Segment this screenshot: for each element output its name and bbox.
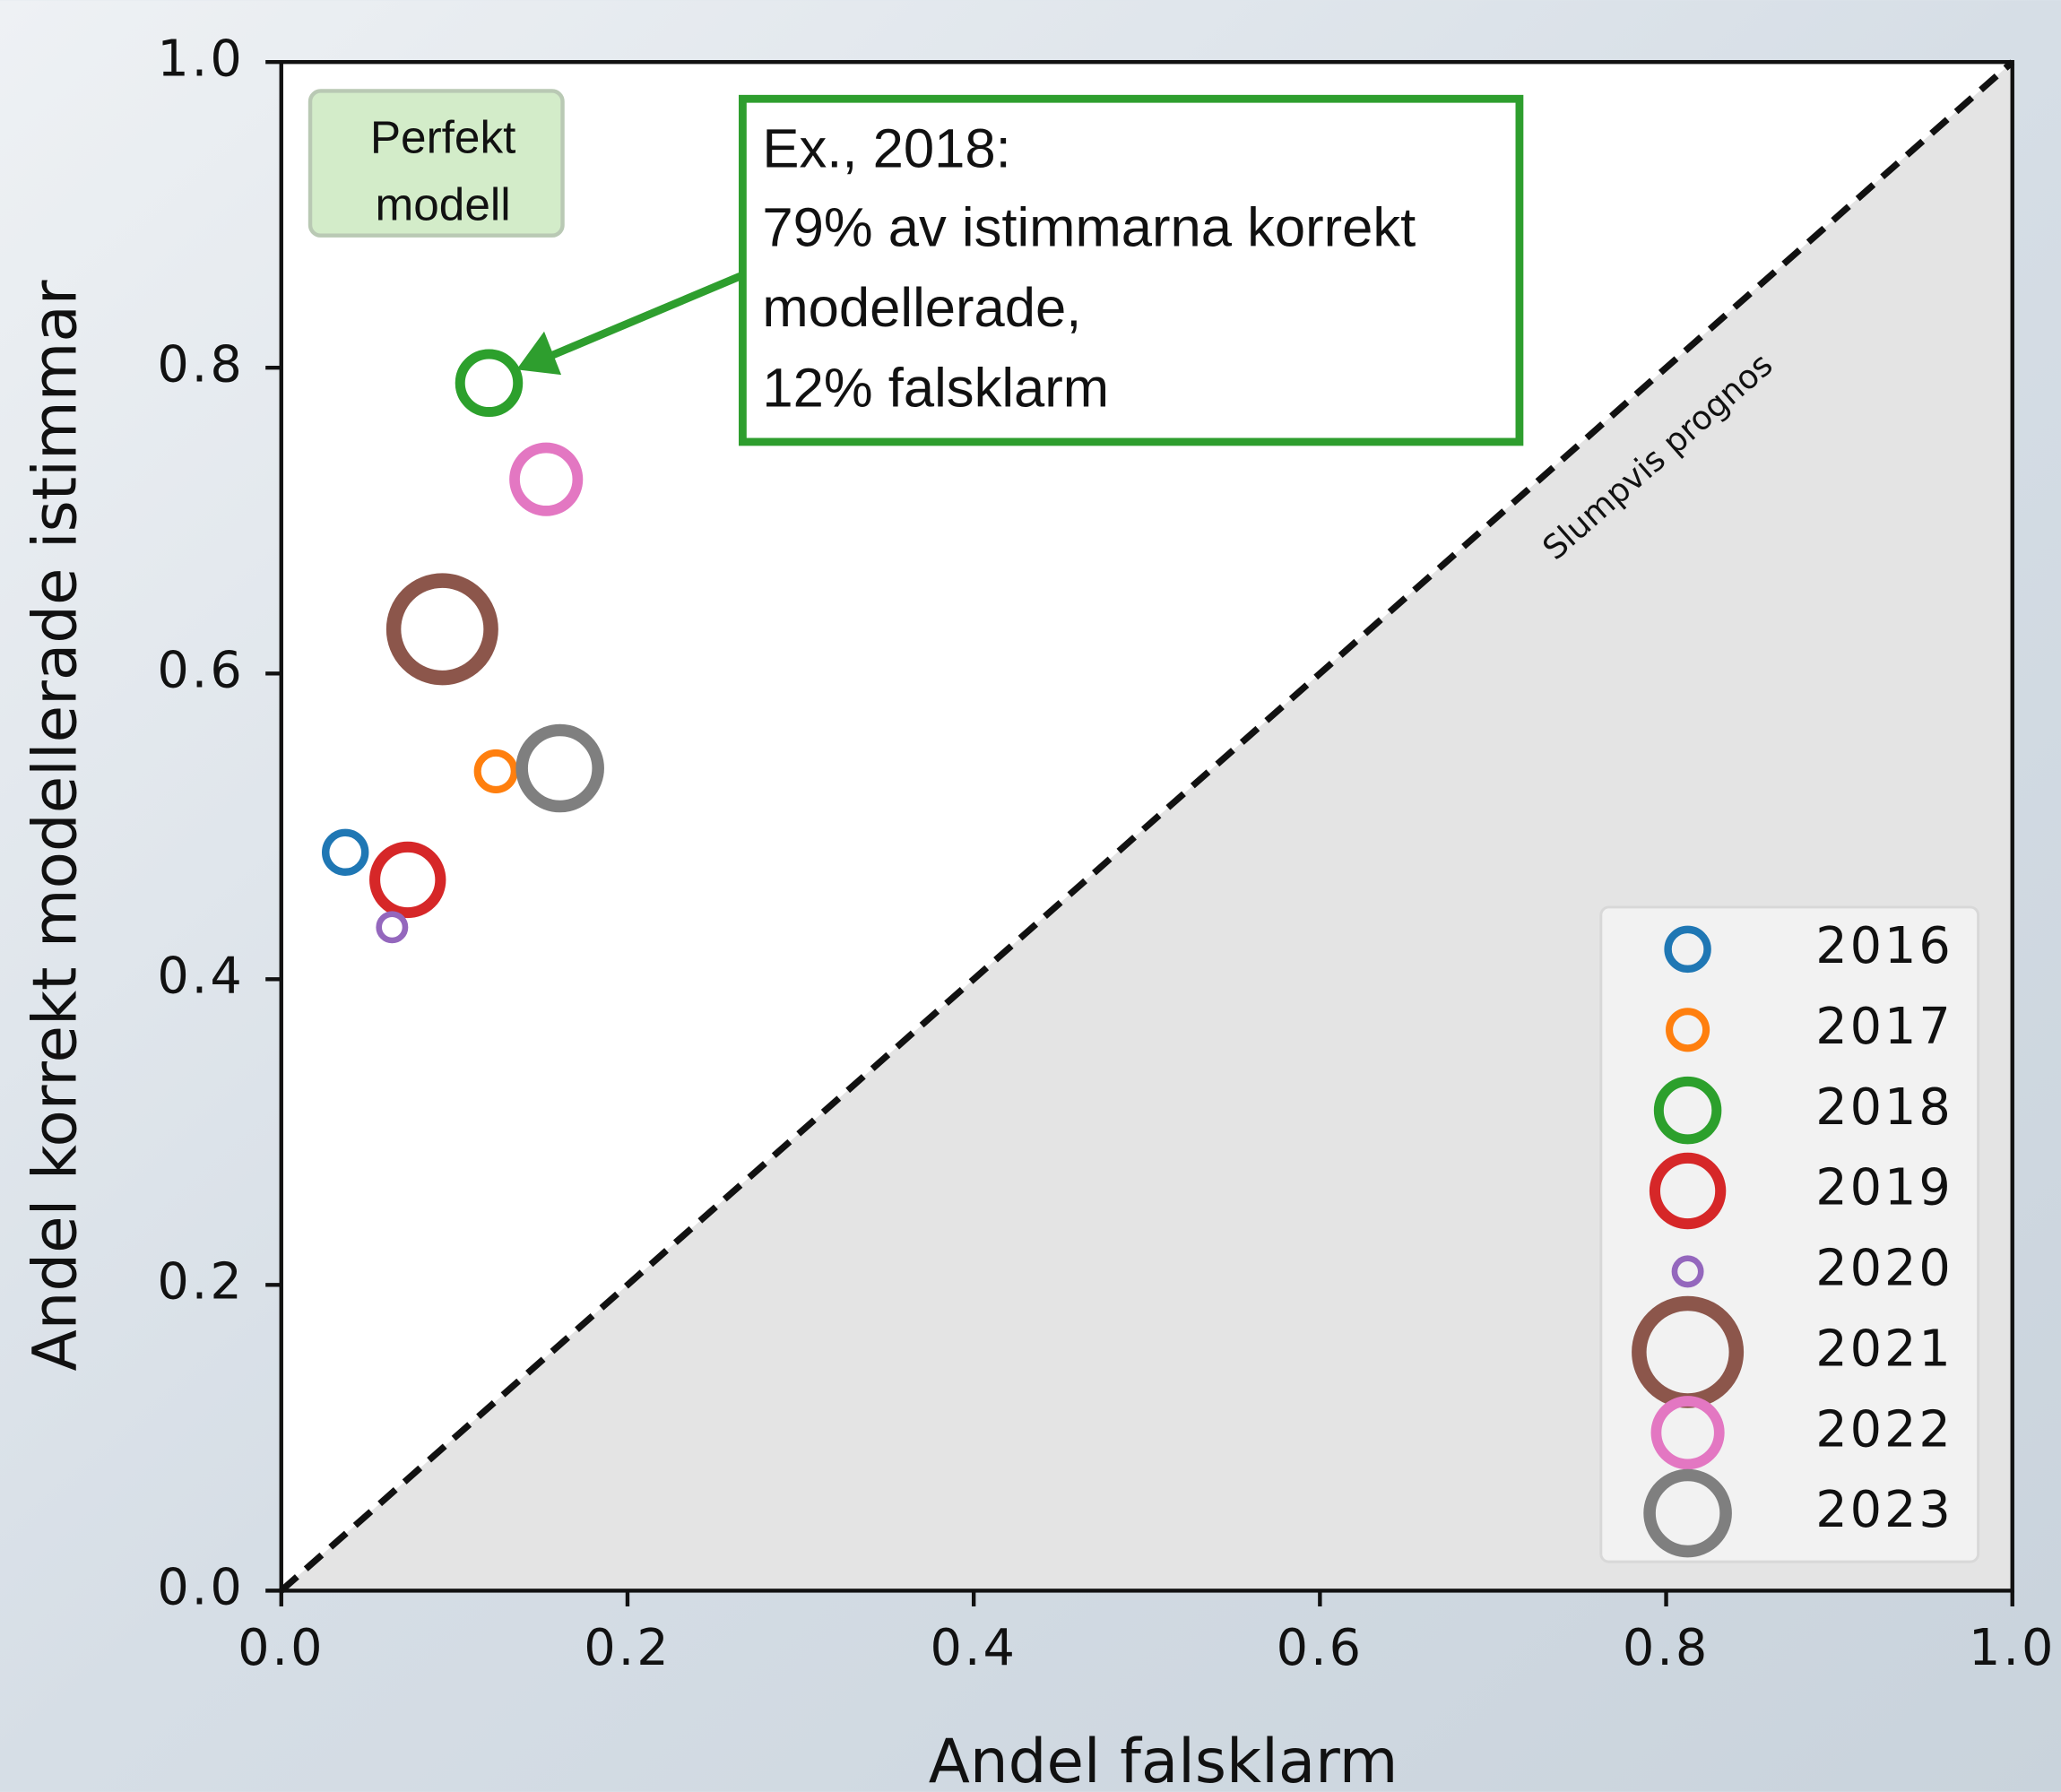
x-tick-label: 0.4 <box>930 1619 1017 1677</box>
x-axis-label: Andel falsklarm <box>929 1726 1399 1792</box>
legend-label: 2020 <box>1815 1240 1953 1298</box>
x-tick-label: 0.2 <box>584 1619 671 1677</box>
perfect-label: Perfekt <box>370 112 516 163</box>
x-tick-label: 0.0 <box>238 1619 325 1677</box>
y-tick-label: 0.2 <box>157 1252 244 1311</box>
y-tick-label: 0.8 <box>157 335 244 394</box>
callout-text: modellerade, <box>762 277 1081 339</box>
x-tick-label: 0.8 <box>1623 1619 1710 1677</box>
legend-label: 2017 <box>1815 998 1953 1056</box>
legend-label: 2023 <box>1815 1481 1953 1539</box>
legend-label: 2018 <box>1815 1078 1953 1137</box>
y-axis-label: Andel korrekt modellerade istimmar <box>20 280 91 1371</box>
callout-text: 12% falsklarm <box>762 357 1109 419</box>
page: {"chart_data": { "type": "scatter", "xla… <box>0 0 2061 1792</box>
legend-label: 2016 <box>1815 917 1953 975</box>
x-tick-label: 0.6 <box>1277 1619 1364 1677</box>
y-tick-label: 0.0 <box>157 1559 244 1617</box>
y-tick-label: 1.0 <box>157 30 244 88</box>
y-tick-label: 0.4 <box>157 947 244 1005</box>
callout-text: 79% av istimmarna korrekt <box>762 197 1416 259</box>
callout-text: Ex., 2018: <box>762 118 1010 180</box>
x-tick-label: 1.0 <box>1969 1619 2056 1677</box>
legend-label: 2021 <box>1815 1320 1953 1378</box>
y-tick-label: 0.6 <box>157 641 244 699</box>
chart: Slumpvis prognos Perfekt modell Ex., 201… <box>0 0 2061 1792</box>
perfect-label: modell <box>376 178 511 229</box>
legend-label: 2019 <box>1815 1159 1953 1217</box>
legend-label: 2022 <box>1815 1400 1953 1459</box>
